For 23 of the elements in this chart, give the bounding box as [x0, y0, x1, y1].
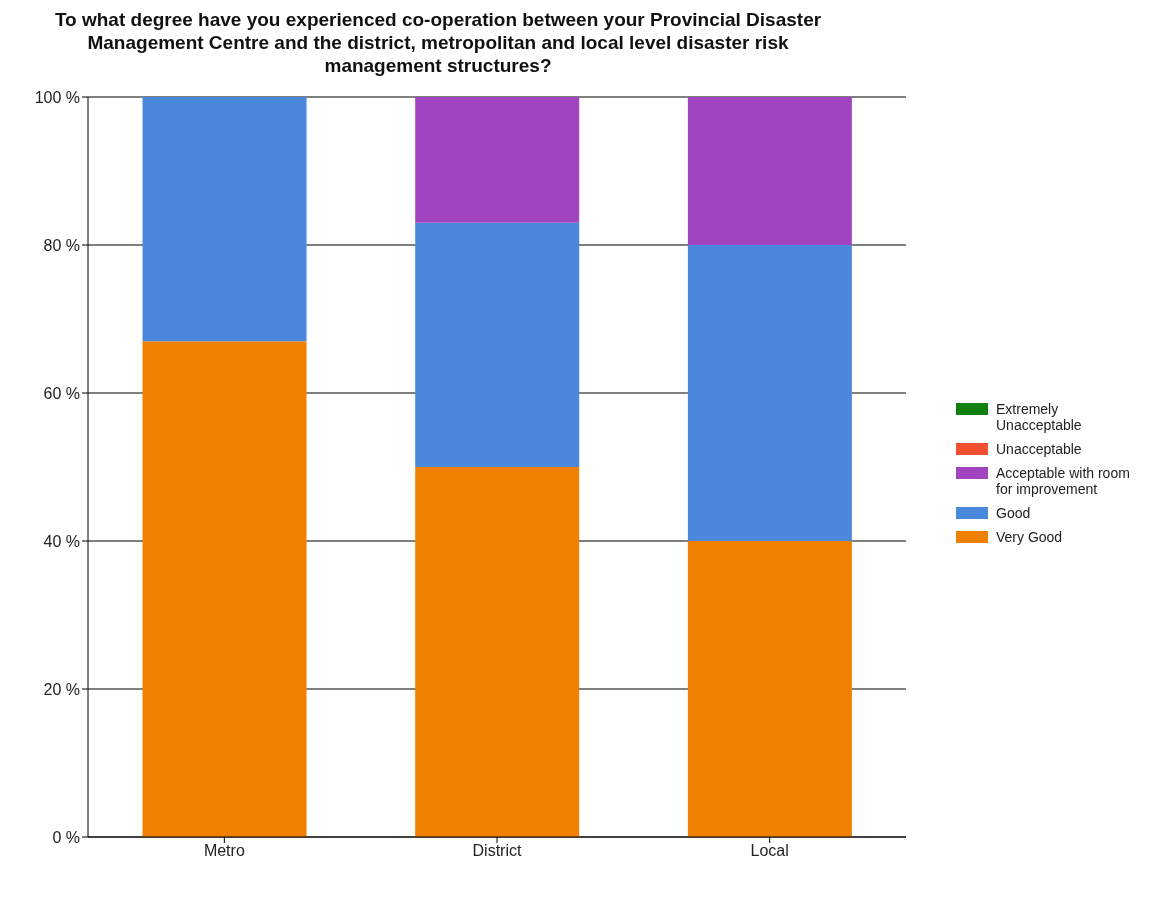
bar: [687, 97, 852, 245]
x-tick-label: District: [472, 842, 522, 860]
bar: [415, 467, 580, 837]
legend-label: Good: [996, 505, 1032, 521]
y-tick-label: 80 %: [43, 236, 80, 254]
bar: [142, 97, 307, 342]
legend-label: Acceptable with room for improvement: [996, 465, 1131, 497]
bar: [415, 97, 580, 223]
chart-title: To what degree have you experienced co-operation between your Provincial Disaster Management Centre and the district, metropolitan and local level disaster risk management structures?: [53, 8, 823, 77]
y-tick-label: 100 %: [34, 88, 80, 106]
x-tick-label: Metro: [203, 842, 245, 860]
legend-label: Very Good: [996, 529, 1064, 545]
bar: [687, 245, 852, 541]
y-tick-label: 20 %: [43, 680, 80, 698]
y-tick-label: 40 %: [43, 532, 80, 550]
legend-label: Extremely Unacceptable: [996, 401, 1083, 433]
x-tick-label: Local: [750, 842, 789, 860]
bar: [687, 541, 852, 837]
bar: [415, 222, 580, 467]
y-tick-label: 0 %: [52, 828, 80, 846]
legend-label: Unacceptable: [996, 441, 1083, 457]
y-tick-label: 60 %: [43, 384, 80, 402]
bar: [142, 341, 307, 837]
